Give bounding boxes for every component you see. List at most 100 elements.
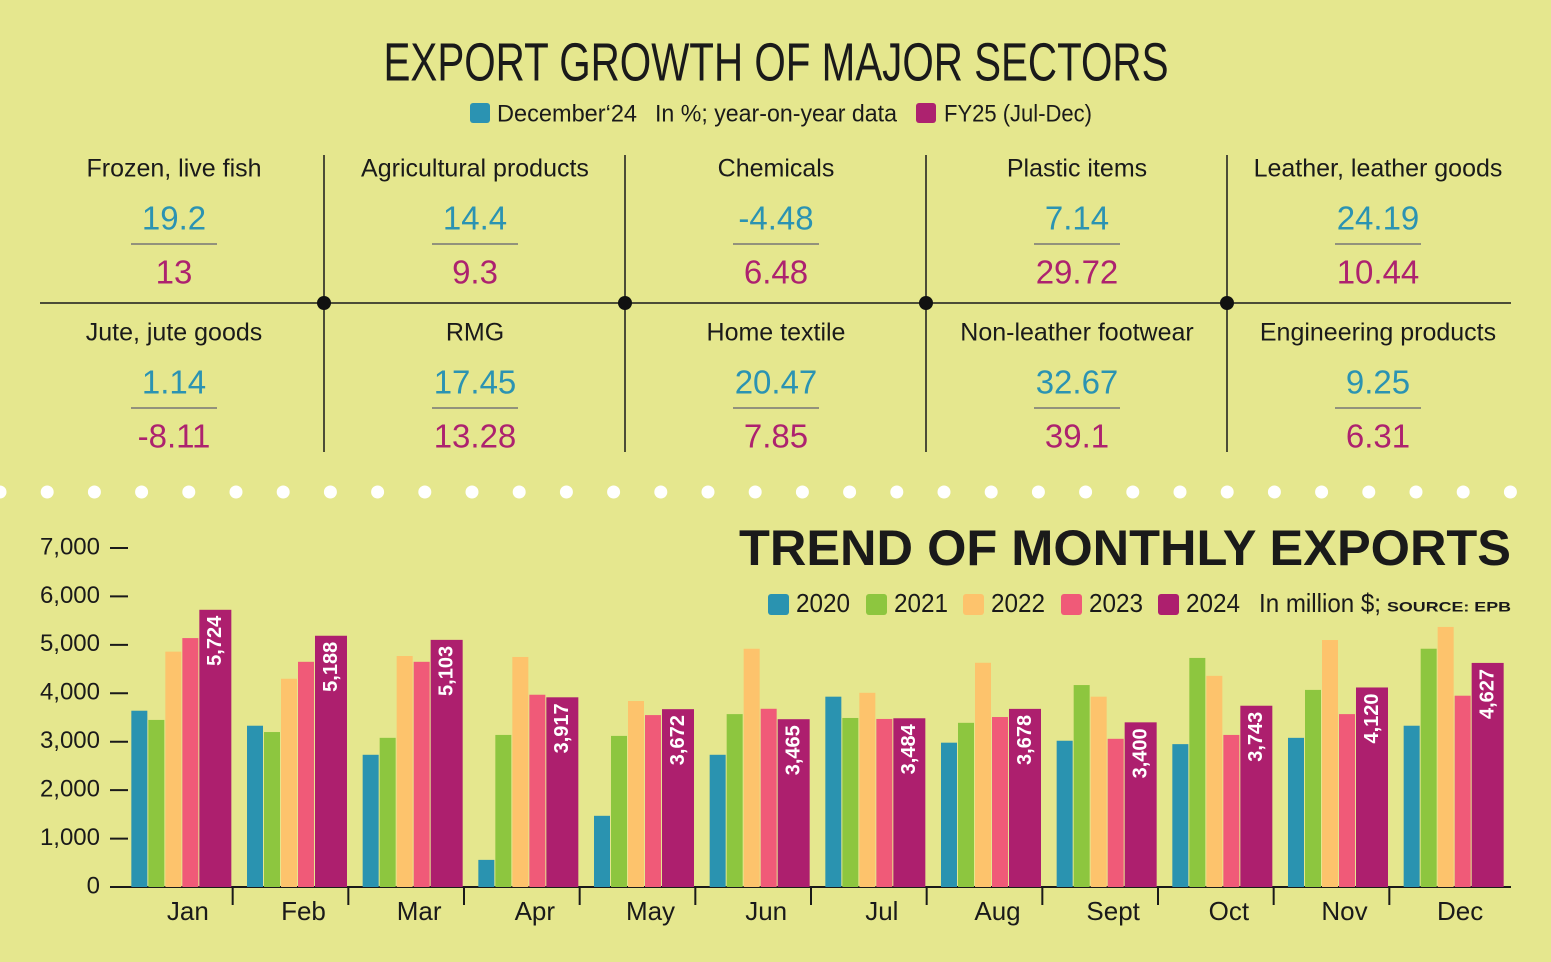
dot: [1173, 485, 1187, 499]
dot: [1031, 485, 1045, 499]
bar: [876, 718, 893, 887]
x-tick-label: Aug: [974, 896, 1020, 926]
junction-dots: [317, 296, 1234, 310]
bar: [743, 648, 760, 887]
value-label: 5,724: [204, 615, 226, 666]
bar: [1240, 705, 1273, 887]
dot: [465, 485, 479, 499]
dot: [1267, 485, 1281, 499]
dot: [276, 485, 290, 499]
legend-swatch: [470, 103, 490, 123]
dot: [559, 485, 573, 499]
x-tick-label: Jul: [865, 896, 898, 926]
y-tick-label: 5,000: [40, 630, 100, 657]
dot: [0, 485, 7, 499]
sector-name: Engineering products: [1260, 319, 1496, 347]
bar: [1090, 696, 1107, 887]
value-label: 3,678: [1014, 715, 1036, 765]
value-label: 3,672: [667, 715, 689, 765]
fy25-value: 29.72: [1036, 254, 1119, 291]
x-tick-label: Oct: [1209, 896, 1250, 926]
y-tick-label: 6,000: [40, 582, 100, 609]
bar: [975, 662, 991, 887]
y-tick-label: 7,000: [40, 533, 100, 560]
dot: [937, 485, 951, 499]
sector-name: Agricultural products: [361, 155, 589, 183]
december-value: 17.45: [434, 364, 517, 401]
y-tick-label: 2,000: [40, 775, 100, 802]
legend-note: In %; year-on-year data: [655, 100, 898, 127]
legend-label: 2021: [894, 588, 948, 618]
sector-name: Frozen, live fish: [86, 155, 261, 183]
x-tick-label: Mar: [397, 896, 442, 926]
bar: [1223, 734, 1240, 887]
bar: [413, 661, 430, 887]
bar: [760, 708, 777, 887]
dot: [182, 485, 196, 499]
y-tick-label: 3,000: [40, 727, 100, 754]
value-label: 3,400: [1129, 728, 1151, 778]
dot: [1409, 485, 1423, 499]
fy25-value: 39.1: [1045, 418, 1109, 455]
value-label: 5,103: [435, 646, 457, 696]
bar: [611, 735, 627, 887]
value-label: 3,484: [898, 723, 920, 774]
y-tick-label: 4,000: [40, 679, 100, 706]
x-tick-label: Nov: [1321, 896, 1367, 926]
bar: [645, 715, 661, 887]
dot: [229, 485, 243, 499]
december-value: 1.14: [142, 364, 206, 401]
fy25-value: 6.48: [744, 254, 808, 291]
bar: [842, 717, 859, 887]
dot: [1220, 296, 1234, 310]
bar: [662, 709, 694, 887]
december-value: 7.14: [1045, 200, 1109, 237]
bar: [315, 635, 347, 887]
unit-note: In million $;: [1259, 588, 1381, 618]
december-value: 9.25: [1346, 364, 1410, 401]
legend-swatch: [1158, 594, 1179, 615]
separator-dots: [0, 485, 1517, 499]
legend-label: 2024: [1186, 588, 1240, 618]
bar: [298, 661, 314, 887]
dot: [40, 485, 54, 499]
x-tick-label: May: [626, 896, 675, 926]
bar: [1437, 626, 1454, 887]
dot: [1362, 485, 1376, 499]
bar: [379, 737, 396, 887]
x-tick-label: Apr: [515, 896, 556, 926]
bar: [1420, 648, 1437, 887]
december-value: 32.67: [1036, 364, 1119, 401]
fy25-value: 9.3: [452, 254, 498, 291]
bar: [1288, 737, 1304, 887]
dot: [323, 485, 337, 499]
bar: [1107, 738, 1124, 887]
chart-title: TREND OF MONTHLY EXPORTS: [739, 520, 1511, 576]
sector-name: Non-leather footwear: [960, 319, 1193, 347]
december-value: 14.4: [443, 200, 507, 237]
bar: [1073, 685, 1090, 887]
value-label: 4,120: [1361, 693, 1383, 743]
sector-name: Plastic items: [1007, 155, 1147, 183]
x-tick-label: Jun: [745, 896, 787, 926]
dot: [371, 485, 385, 499]
dot: [1220, 485, 1234, 499]
dot: [87, 485, 101, 499]
value-label: 5,188: [320, 642, 342, 692]
dot: [618, 296, 632, 310]
dot: [1079, 485, 1093, 499]
dot: [1503, 485, 1517, 499]
december-value: -4.48: [738, 200, 813, 237]
bar: [529, 694, 546, 887]
legend-swatch: [916, 103, 936, 123]
bar: [148, 719, 165, 887]
bar: [247, 725, 263, 887]
title: EXPORT GROWTH OF MAJOR SECTORS: [384, 32, 1169, 92]
bar: [726, 714, 743, 887]
legend-swatch: [768, 594, 789, 615]
dot: [748, 485, 762, 499]
bar: [430, 639, 463, 887]
value-label: 4,627: [1476, 669, 1498, 719]
value-label: 3,465: [782, 725, 804, 775]
